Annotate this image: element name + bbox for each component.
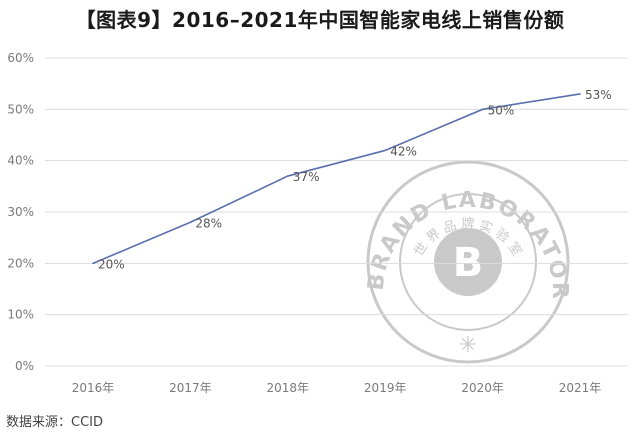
y-tick-label: 60% <box>7 51 34 65</box>
gridlines <box>45 57 628 367</box>
watermark-star-icon: ✳ <box>459 333 477 358</box>
x-tick-label: 2019年 <box>364 381 407 395</box>
x-tick-label: 2018年 <box>267 381 310 395</box>
data-point <box>287 175 289 177</box>
x-axis-ticks: 2016年 2017年 2018年 2019年 2020年 2021年 <box>72 381 602 395</box>
data-label: 53% <box>585 88 612 102</box>
series-polyline <box>92 93 581 265</box>
y-tick-label: 0% <box>15 359 34 373</box>
y-tick-label: 30% <box>7 205 34 219</box>
watermark-center-disc <box>434 228 502 296</box>
data-label: 37% <box>293 170 320 184</box>
source-note: 数据来源：CCID <box>6 415 103 430</box>
data-label: 42% <box>390 144 417 158</box>
y-axis-ticks: 0% 10% 20% 30% 40% 50% 60% <box>7 51 34 373</box>
x-tick-label: 2020年 <box>461 381 504 395</box>
data-point <box>579 93 581 95</box>
y-tick-label: 40% <box>7 154 34 168</box>
data-label: 20% <box>98 257 125 271</box>
y-tick-label: 50% <box>7 102 34 116</box>
watermark-inner-ring <box>399 193 537 331</box>
data-labels: 20% 28% 37% 42% 50% 53% <box>98 88 612 271</box>
x-tick-label: 2017年 <box>169 381 212 395</box>
x-tick-label: 2016年 <box>72 381 115 395</box>
chart-title: 【图表9】2016–2021年中国智能家电线上销售份额 <box>75 8 565 32</box>
data-point <box>481 108 484 111</box>
series-line <box>92 93 581 265</box>
watermark-outer-ring <box>366 160 570 364</box>
data-label: 28% <box>195 216 222 230</box>
y-tick-label: 10% <box>7 308 34 322</box>
data-point <box>92 262 94 265</box>
x-tick-label: 2021年 <box>559 381 602 395</box>
y-tick-label: 20% <box>7 256 34 270</box>
data-point <box>189 221 192 224</box>
watermark-seal: BWORLD BRAND LABORATORY(WBL)世 界 品 牌 实 验 … <box>0 0 570 364</box>
data-point <box>384 149 387 152</box>
data-label: 50% <box>488 103 515 117</box>
